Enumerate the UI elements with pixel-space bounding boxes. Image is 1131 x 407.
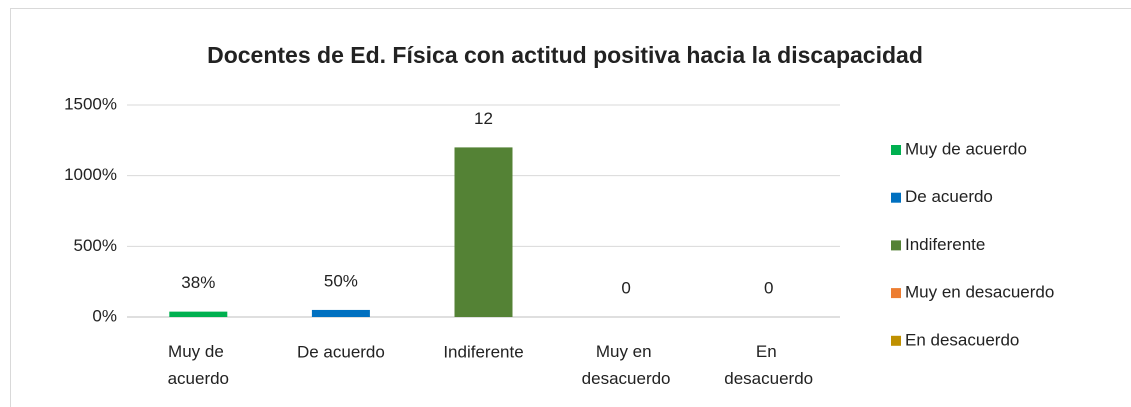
legend-swatch <box>891 240 901 251</box>
data-label: 50% <box>324 271 358 290</box>
data-label: 38% <box>181 273 215 292</box>
legend-swatch <box>891 288 901 299</box>
bar <box>311 309 370 317</box>
chart-frame <box>10 8 1131 407</box>
legend-label: De acuerdo <box>905 187 993 206</box>
x-tick-label: Muy de acuerdo <box>168 342 229 388</box>
legend-label: Indiferente <box>905 235 985 254</box>
data-label: 0 <box>764 278 773 297</box>
data-label: 0 <box>621 278 630 297</box>
y-tick-label: 500% <box>74 236 117 255</box>
x-tick-label: Muy en desacuerdo <box>582 342 671 388</box>
legend-label: En desacuerdo <box>905 330 1019 349</box>
x-tick-label: En desacuerdo <box>724 342 813 388</box>
y-tick-label: 1000% <box>64 165 117 184</box>
x-tick-label: Indiferente <box>443 342 523 361</box>
legend-label: Muy en desacuerdo <box>905 283 1054 302</box>
legend-swatch <box>891 192 901 203</box>
legend-swatch <box>891 145 901 155</box>
legend-swatch <box>891 335 901 346</box>
y-tick-label: 0% <box>92 306 117 325</box>
bar <box>169 311 228 317</box>
legend-label: Muy de acuerdo <box>905 139 1027 158</box>
x-tick-label: De acuerdo <box>297 342 385 361</box>
bar <box>454 147 513 317</box>
chart-title: Docentes de Ed. Física con actitud posit… <box>207 42 923 68</box>
data-label: 12 <box>474 109 493 128</box>
y-tick-label: 1500% <box>64 94 117 113</box>
